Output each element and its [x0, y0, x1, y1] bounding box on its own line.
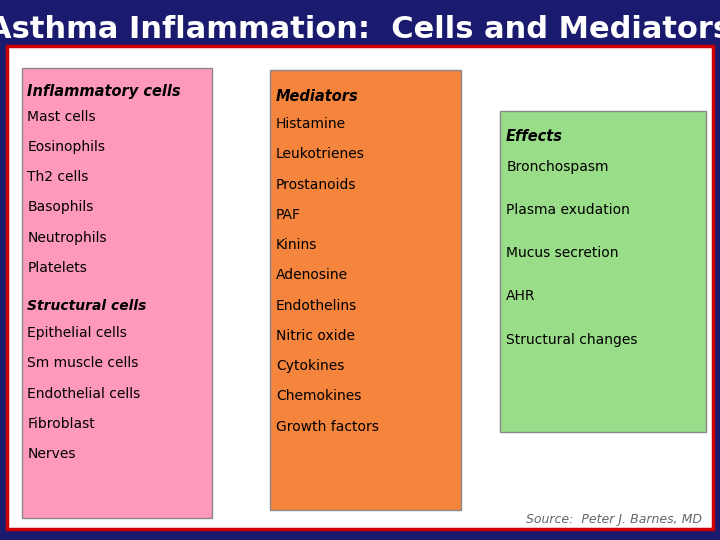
- Text: Cytokines: Cytokines: [276, 359, 344, 373]
- Text: Fibroblast: Fibroblast: [27, 417, 95, 431]
- Text: PAF: PAF: [276, 208, 301, 222]
- Text: Chemokines: Chemokines: [276, 389, 361, 403]
- Text: Mediators: Mediators: [276, 89, 359, 104]
- Text: Leukotrienes: Leukotrienes: [276, 147, 364, 161]
- Text: Effects: Effects: [506, 129, 563, 144]
- Text: Asthma Inflammation:  Cells and Mediators: Asthma Inflammation: Cells and Mediators: [0, 15, 720, 44]
- Text: Sm muscle cells: Sm muscle cells: [27, 356, 139, 370]
- Text: Plasma exudation: Plasma exudation: [506, 203, 630, 217]
- Text: Epithelial cells: Epithelial cells: [27, 326, 127, 340]
- Text: Nerves: Nerves: [27, 447, 76, 461]
- Text: Structural changes: Structural changes: [506, 333, 638, 347]
- Text: Histamine: Histamine: [276, 117, 346, 131]
- Text: Eosinophils: Eosinophils: [27, 140, 105, 154]
- Text: Prostanoids: Prostanoids: [276, 178, 356, 192]
- Text: Growth factors: Growth factors: [276, 420, 379, 434]
- Text: Platelets: Platelets: [27, 261, 87, 275]
- Text: Mast cells: Mast cells: [27, 110, 96, 124]
- Text: Nitric oxide: Nitric oxide: [276, 329, 355, 343]
- Text: Kinins: Kinins: [276, 238, 317, 252]
- Text: Mucus secretion: Mucus secretion: [506, 246, 618, 260]
- Text: AHR: AHR: [506, 289, 536, 303]
- Text: Bronchospasm: Bronchospasm: [506, 160, 608, 174]
- Text: Endothelins: Endothelins: [276, 299, 357, 313]
- Text: Neutrophils: Neutrophils: [27, 231, 107, 245]
- Text: Th2 cells: Th2 cells: [27, 170, 89, 184]
- Text: Adenosine: Adenosine: [276, 268, 348, 282]
- Text: Endothelial cells: Endothelial cells: [27, 387, 140, 401]
- Text: Source:  Peter J. Barnes, MD: Source: Peter J. Barnes, MD: [526, 514, 702, 526]
- Text: Basophils: Basophils: [27, 200, 94, 214]
- Text: Structural cells: Structural cells: [27, 299, 147, 313]
- Text: Inflammatory cells: Inflammatory cells: [27, 84, 181, 99]
